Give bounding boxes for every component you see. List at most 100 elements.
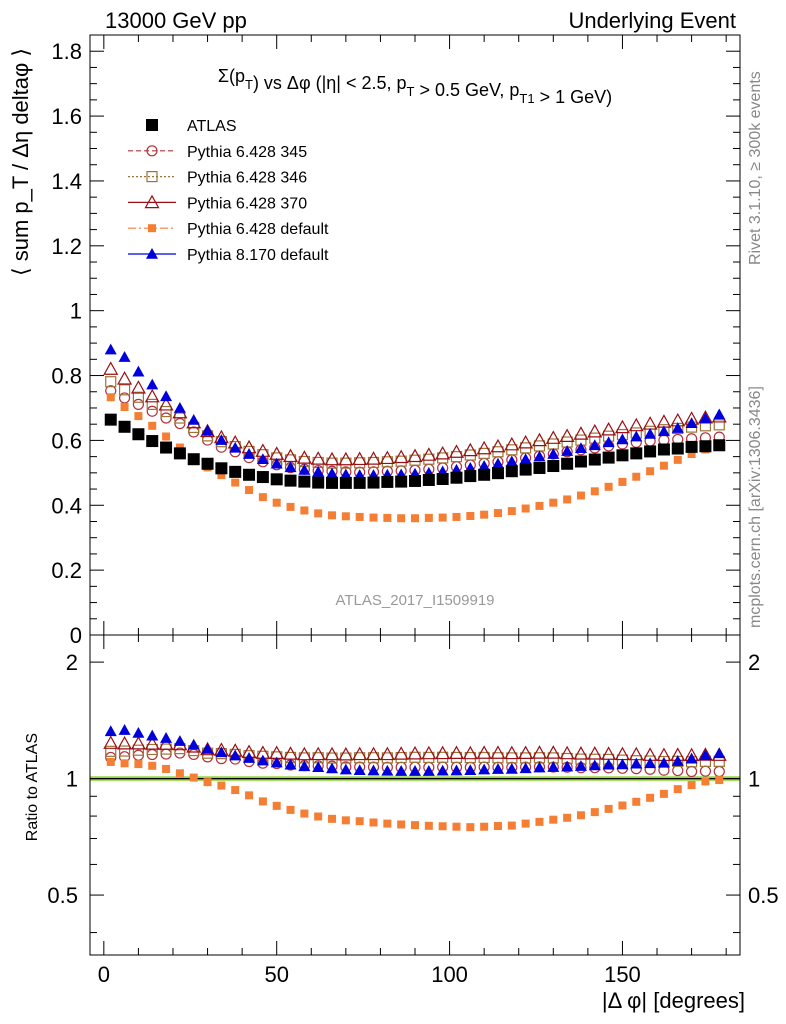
main-point-p8: [187, 413, 200, 425]
ratio-point-p370: [393, 746, 409, 760]
ratio-point-p8: [187, 738, 200, 750]
ratio-series-pdef: [106, 757, 724, 832]
main-point-atlas: [644, 445, 657, 458]
main-point-p346: [547, 438, 559, 450]
ratio-point-pdef: [632, 797, 641, 806]
main-point-p370: [545, 430, 561, 444]
ratio-point-p345: [713, 765, 725, 778]
ratio-point-p8: [699, 749, 712, 761]
ratio-point-pdef: [355, 817, 364, 826]
ratio-point-p370: [117, 735, 133, 750]
ratio-point-pdef: [452, 822, 461, 831]
ratio-point-pdef: [162, 764, 171, 773]
ratio-y-tick-label-right: 0.5: [748, 883, 779, 908]
main-point-pdef: [341, 512, 350, 521]
ratio-point-p8: [505, 762, 518, 774]
main-point-pdef: [507, 507, 516, 516]
main-point-atlas: [671, 442, 684, 455]
main-point-p370: [504, 436, 520, 451]
ratio-point-pdef: [134, 760, 143, 769]
main-point-p8: [201, 424, 214, 436]
main-point-atlas: [616, 449, 629, 462]
main-point-p370: [158, 396, 174, 411]
main-point-pdef: [134, 412, 143, 421]
ratio-point-p8: [118, 724, 131, 735]
main-point-atlas: [561, 457, 574, 470]
main-point-p8: [616, 433, 629, 445]
main-point-p8: [464, 461, 477, 473]
main-point-pdef: [549, 498, 558, 507]
ratio-point-p8: [132, 726, 145, 738]
ratio-point-pdef: [618, 801, 627, 810]
ratio-point-pdef: [341, 816, 350, 825]
main-point-atlas: [284, 474, 297, 487]
main-series-group: [103, 343, 727, 523]
main-point-p370: [614, 419, 630, 434]
main-point-pdef: [452, 512, 461, 521]
main-point-p8: [491, 457, 504, 469]
header-right: Underlying Event: [568, 8, 736, 33]
ratio-point-pdef: [507, 821, 516, 830]
ratio-point-p8: [201, 742, 214, 754]
ratio-point-pdef: [466, 823, 475, 832]
ratio-point-pdef: [258, 797, 267, 806]
main-point-pdef: [480, 510, 489, 519]
ratio-point-p8: [312, 761, 325, 773]
ratio-point-p8: [602, 758, 615, 770]
main-point-p8: [243, 448, 256, 459]
main-point-p370: [130, 380, 146, 394]
legend-label: Pythia 6.428 345: [187, 144, 307, 161]
ratio-point-p8: [616, 758, 629, 770]
main-point-p370: [407, 448, 423, 463]
ratio-point-pdef: [576, 811, 585, 820]
main-point-p8: [671, 422, 684, 433]
y-tick-label: 1.6: [51, 104, 82, 129]
main-point-p346: [160, 405, 172, 418]
ratio-plot-frame: [89, 634, 741, 956]
ratio-point-p370: [130, 735, 146, 750]
main-point-atlas: [574, 455, 587, 468]
main-point-pdef: [272, 498, 281, 507]
main-point-atlas: [547, 460, 560, 473]
ratio-point-p8: [409, 765, 421, 776]
ratio-point-p8: [395, 765, 408, 776]
main-point-p370: [531, 432, 547, 447]
main-point-atlas: [256, 471, 269, 484]
main-point-atlas: [270, 473, 283, 486]
main-point-atlas: [381, 475, 394, 488]
main-point-p346: [132, 391, 145, 403]
legend-marker-atlas: [146, 119, 158, 131]
main-point-pdef: [258, 493, 267, 502]
main-point-atlas: [505, 465, 518, 478]
ratio-point-p370: [296, 746, 312, 761]
ratio-point-p8: [173, 735, 186, 746]
main-point-pdef: [646, 467, 655, 476]
main-point-atlas: [326, 476, 339, 489]
main-point-p345: [132, 398, 145, 411]
ratio-point-p8: [657, 756, 670, 768]
ratio-point-p346: [450, 751, 463, 764]
ratio-point-pdef: [148, 761, 157, 770]
main-point-p346: [118, 384, 131, 396]
ratio-point-p8: [298, 760, 311, 772]
y-tick-label: 1.8: [51, 39, 82, 64]
main-point-p345: [146, 405, 158, 417]
ratio-point-p345: [685, 765, 698, 778]
main-point-atlas: [685, 440, 698, 453]
main-point-p8: [284, 461, 297, 473]
ratio-point-pdef: [120, 759, 129, 768]
ratio-point-pdef: [604, 804, 613, 813]
main-point-atlas: [713, 439, 726, 452]
ratio-point-pdef: [493, 822, 502, 831]
ratio-point-p8: [588, 759, 601, 771]
legend-label: Pythia 6.428 346: [187, 170, 307, 187]
main-point-atlas: [298, 475, 311, 488]
main-point-p370: [144, 388, 160, 403]
ratio-point-p346: [437, 751, 449, 763]
main-point-atlas: [630, 447, 643, 460]
ratio-point-pdef: [521, 819, 530, 828]
main-point-atlas: [367, 476, 380, 489]
main-point-p370: [296, 450, 312, 464]
main-point-pdef: [328, 511, 337, 520]
ratio-point-pdef: [106, 757, 115, 766]
